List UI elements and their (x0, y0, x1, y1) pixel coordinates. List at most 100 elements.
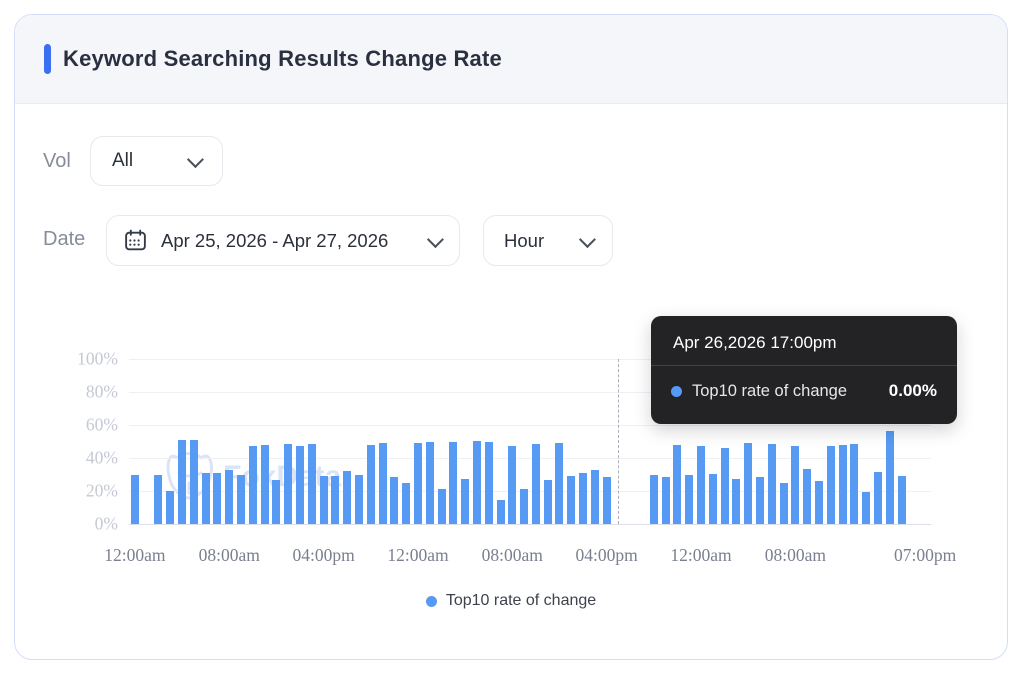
bar[interactable] (873, 472, 882, 524)
bar[interactable] (862, 491, 871, 524)
bar[interactable] (826, 445, 835, 524)
y-axis-tick-label: 0% (94, 513, 118, 534)
date-label: Date (43, 228, 86, 250)
bar[interactable] (755, 476, 764, 524)
x-axis-tick-label: 12:00am (670, 545, 732, 565)
bar[interactable] (697, 445, 705, 524)
chart-tooltip: Apr 26,2026 17:00pm Top10 rate of change… (651, 316, 957, 424)
bar[interactable] (378, 443, 387, 524)
x-axis-tick-label: 04:00pm (292, 545, 355, 565)
chevron-down-icon (426, 230, 444, 248)
bar[interactable] (154, 474, 163, 524)
bar[interactable] (732, 478, 741, 524)
blue-dot-icon (671, 385, 682, 397)
bar[interactable] (402, 482, 411, 524)
bar[interactable] (213, 472, 222, 524)
bar[interactable] (354, 475, 363, 524)
bar[interactable] (472, 440, 481, 524)
calendar-icon (125, 229, 146, 251)
bar[interactable] (520, 489, 529, 524)
x-axis-tick-label: 08:00am (764, 545, 826, 565)
bar[interactable] (555, 443, 564, 524)
bar[interactable] (413, 443, 422, 524)
bar[interactable] (673, 444, 682, 524)
x-axis-tick-label: 08:00am (198, 545, 260, 565)
bar[interactable] (567, 476, 576, 524)
tooltip-divider (651, 365, 957, 366)
bar[interactable] (531, 443, 540, 524)
keyword-results-card: Keyword Searching Results Change Rate Vo… (14, 14, 1008, 660)
page-title: Keyword Searching Results Change Rate (63, 46, 502, 71)
chevron-down-icon (186, 151, 204, 169)
date-range-picker[interactable]: Apr 25, 2026 - Apr 27, 2026 (106, 215, 460, 266)
bar[interactable] (319, 476, 328, 524)
bar[interactable] (166, 491, 175, 524)
vol-label: Vol (43, 150, 71, 172)
x-axis-tick-label: 12:00am (104, 545, 166, 565)
bar[interactable] (791, 446, 800, 524)
bar[interactable] (543, 480, 552, 524)
bar[interactable] (685, 474, 694, 524)
bar[interactable] (343, 471, 352, 524)
vol-select[interactable]: All (90, 136, 223, 186)
gridline (129, 359, 931, 360)
bar[interactable] (237, 474, 246, 524)
y-axis-tick-label: 40% (85, 447, 118, 468)
bar[interactable] (331, 476, 340, 524)
chart-legend[interactable]: Top10 rate of change (15, 592, 1007, 610)
bar[interactable] (590, 470, 599, 524)
bar[interactable] (649, 474, 658, 524)
bar[interactable] (189, 439, 198, 524)
vol-select-value: All (112, 150, 134, 171)
tooltip-title: Apr 26,2026 17:00pm (673, 333, 837, 352)
bar[interactable] (484, 441, 493, 524)
bar[interactable] (496, 500, 505, 524)
bar[interactable] (814, 481, 823, 524)
legend-dot-icon (425, 595, 437, 607)
bar[interactable] (885, 430, 894, 524)
card-header: Keyword Searching Results Change Rate (15, 15, 1007, 104)
bar[interactable] (897, 476, 906, 524)
bar[interactable] (850, 443, 859, 524)
x-axis-tick-label: 08:00am (481, 545, 543, 565)
bar[interactable] (838, 444, 847, 524)
bar[interactable] (449, 441, 458, 524)
bar[interactable] (579, 472, 588, 524)
y-axis-tick-label: 60% (85, 414, 118, 435)
bar[interactable] (425, 441, 434, 524)
bar[interactable] (767, 443, 776, 524)
bar[interactable] (437, 488, 446, 524)
y-axis-tick-label: 20% (85, 480, 118, 501)
bar[interactable] (708, 473, 717, 524)
y-axis-tick-label: 80% (85, 381, 118, 402)
bar[interactable] (508, 445, 517, 524)
bar[interactable] (272, 480, 281, 524)
x-axis-tick-label: 12:00am (387, 545, 449, 565)
bar[interactable] (720, 448, 729, 524)
bar[interactable] (779, 482, 788, 524)
bar[interactable] (307, 443, 316, 524)
bar[interactable] (390, 476, 399, 524)
x-axis-tick-label: 07:00pm (893, 545, 957, 565)
bar[interactable] (248, 446, 257, 524)
granularity-select[interactable]: Hour (483, 215, 613, 266)
bar[interactable] (744, 443, 753, 524)
tooltip-series-label: Top10 rate of change (692, 381, 848, 400)
bar[interactable] (803, 468, 812, 524)
x-axis-tick-label: 04:00pm (575, 545, 638, 565)
bar[interactable] (661, 476, 670, 524)
x-axis-line (129, 524, 931, 525)
bar[interactable] (284, 443, 293, 524)
bar[interactable] (201, 472, 210, 524)
bar[interactable] (461, 479, 470, 524)
hover-dashed-line (618, 359, 620, 524)
title-accent-bar (44, 44, 51, 74)
bar[interactable] (178, 439, 187, 524)
bar[interactable] (296, 446, 304, 524)
bar[interactable] (366, 444, 375, 524)
granularity-value: Hour (504, 229, 545, 251)
bar[interactable] (130, 474, 139, 524)
bar[interactable] (260, 444, 269, 524)
bar[interactable] (225, 469, 234, 524)
bar[interactable] (602, 476, 611, 524)
